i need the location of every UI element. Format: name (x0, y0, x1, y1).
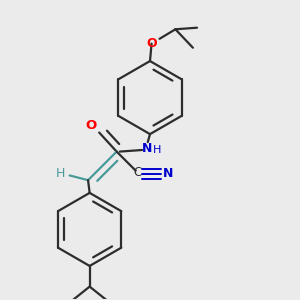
Text: H: H (56, 167, 65, 180)
Text: C: C (133, 166, 141, 179)
Text: H: H (153, 145, 161, 155)
Text: N: N (142, 142, 152, 155)
Text: O: O (146, 37, 157, 50)
Text: O: O (85, 119, 97, 132)
Text: N: N (163, 167, 173, 180)
